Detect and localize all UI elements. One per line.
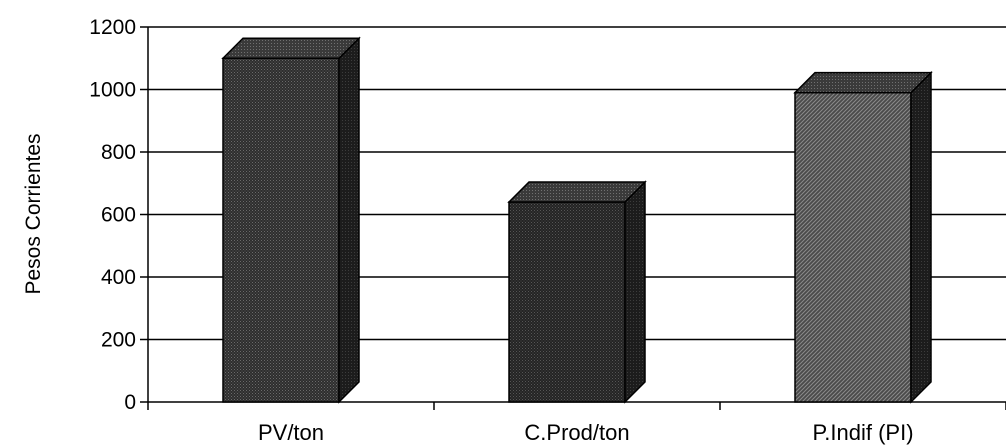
bar-front bbox=[794, 91, 912, 403]
bar-top bbox=[507, 181, 647, 203]
bar bbox=[793, 70, 933, 404]
bar-front bbox=[222, 57, 340, 403]
y-axis-title: Pesos Corrientes bbox=[22, 133, 45, 294]
y-tick-label: 1200 bbox=[89, 16, 136, 39]
y-tick-label: 200 bbox=[101, 329, 136, 352]
y-tick-label: 1000 bbox=[89, 79, 136, 102]
x-category-label: P.Indif (PI) bbox=[812, 420, 913, 445]
bar-side bbox=[910, 70, 932, 404]
bar-top bbox=[793, 71, 933, 94]
bar bbox=[221, 36, 361, 404]
bars bbox=[221, 36, 933, 404]
y-tick-label: 600 bbox=[101, 204, 136, 227]
bar-side bbox=[338, 36, 360, 404]
y-tick-label: 400 bbox=[101, 266, 136, 289]
x-category-label: C.Prod/ton bbox=[524, 420, 629, 445]
bar-top bbox=[221, 37, 361, 59]
bar-side bbox=[624, 180, 646, 404]
bar bbox=[507, 180, 647, 404]
y-tick-label: 0 bbox=[124, 391, 136, 414]
y-tick-label: 800 bbox=[101, 141, 136, 164]
bar-front bbox=[508, 201, 626, 403]
x-category-label: PV/ton bbox=[258, 420, 324, 445]
labels: 0 200 400 600 800 1000 1200 PV/ton C.Prod/ton P.I… bbox=[22, 16, 914, 445]
